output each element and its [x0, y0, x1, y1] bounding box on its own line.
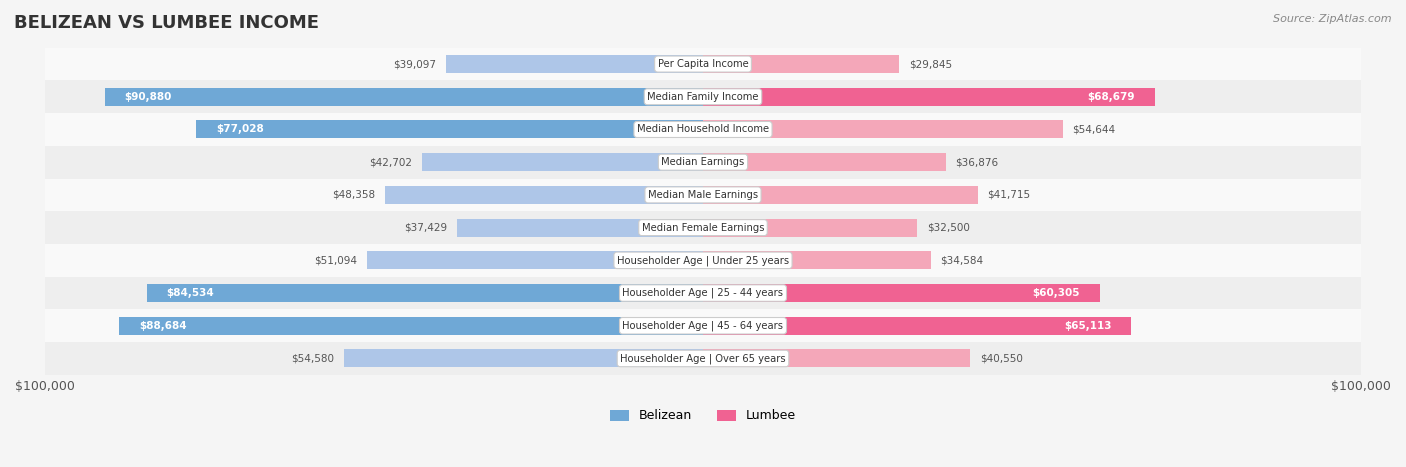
Text: $32,500: $32,500: [927, 223, 970, 233]
Text: $68,679: $68,679: [1088, 92, 1135, 102]
Text: $90,880: $90,880: [125, 92, 172, 102]
Text: Median Male Earnings: Median Male Earnings: [648, 190, 758, 200]
Bar: [703, 284, 1099, 302]
Text: $51,094: $51,094: [314, 255, 357, 265]
FancyBboxPatch shape: [45, 146, 1361, 178]
Text: $88,684: $88,684: [139, 321, 187, 331]
Bar: [146, 284, 703, 302]
Bar: [703, 153, 946, 171]
Bar: [120, 317, 703, 335]
Bar: [703, 120, 1063, 139]
Text: $36,876: $36,876: [956, 157, 998, 167]
FancyBboxPatch shape: [45, 244, 1361, 277]
Text: Median Household Income: Median Household Income: [637, 125, 769, 134]
Bar: [703, 219, 917, 237]
Text: $54,580: $54,580: [291, 354, 335, 363]
Text: Median Family Income: Median Family Income: [647, 92, 759, 102]
Text: Householder Age | 45 - 64 years: Householder Age | 45 - 64 years: [623, 320, 783, 331]
Text: $41,715: $41,715: [987, 190, 1031, 200]
Text: Per Capita Income: Per Capita Income: [658, 59, 748, 69]
Bar: [195, 120, 703, 139]
Text: $29,845: $29,845: [910, 59, 952, 69]
Bar: [457, 219, 703, 237]
Text: $60,305: $60,305: [1032, 288, 1080, 298]
Text: Median Female Earnings: Median Female Earnings: [641, 223, 765, 233]
FancyBboxPatch shape: [45, 277, 1361, 310]
FancyBboxPatch shape: [45, 342, 1361, 375]
Bar: [703, 88, 1154, 106]
Bar: [105, 88, 703, 106]
Bar: [703, 55, 900, 73]
Bar: [385, 186, 703, 204]
Text: $34,584: $34,584: [941, 255, 984, 265]
FancyBboxPatch shape: [45, 178, 1361, 211]
Bar: [703, 186, 977, 204]
Text: Householder Age | Over 65 years: Householder Age | Over 65 years: [620, 353, 786, 364]
FancyBboxPatch shape: [45, 310, 1361, 342]
Legend: Belizean, Lumbee: Belizean, Lumbee: [605, 404, 801, 427]
Text: Householder Age | 25 - 44 years: Householder Age | 25 - 44 years: [623, 288, 783, 298]
Text: $42,702: $42,702: [370, 157, 412, 167]
Text: $40,550: $40,550: [980, 354, 1022, 363]
Text: $39,097: $39,097: [392, 59, 436, 69]
Bar: [703, 317, 1132, 335]
Text: Source: ZipAtlas.com: Source: ZipAtlas.com: [1274, 14, 1392, 24]
Text: $77,028: $77,028: [217, 125, 263, 134]
Bar: [703, 251, 931, 269]
FancyBboxPatch shape: [45, 211, 1361, 244]
Text: $84,534: $84,534: [166, 288, 214, 298]
Bar: [344, 349, 703, 368]
Text: $48,358: $48,358: [332, 190, 375, 200]
Text: $54,644: $54,644: [1073, 125, 1115, 134]
FancyBboxPatch shape: [45, 48, 1361, 80]
Text: Median Earnings: Median Earnings: [661, 157, 745, 167]
Bar: [703, 349, 970, 368]
Bar: [422, 153, 703, 171]
Text: $65,113: $65,113: [1064, 321, 1112, 331]
FancyBboxPatch shape: [45, 80, 1361, 113]
Text: BELIZEAN VS LUMBEE INCOME: BELIZEAN VS LUMBEE INCOME: [14, 14, 319, 32]
Text: Householder Age | Under 25 years: Householder Age | Under 25 years: [617, 255, 789, 266]
Bar: [446, 55, 703, 73]
Bar: [367, 251, 703, 269]
FancyBboxPatch shape: [45, 113, 1361, 146]
Text: $37,429: $37,429: [404, 223, 447, 233]
